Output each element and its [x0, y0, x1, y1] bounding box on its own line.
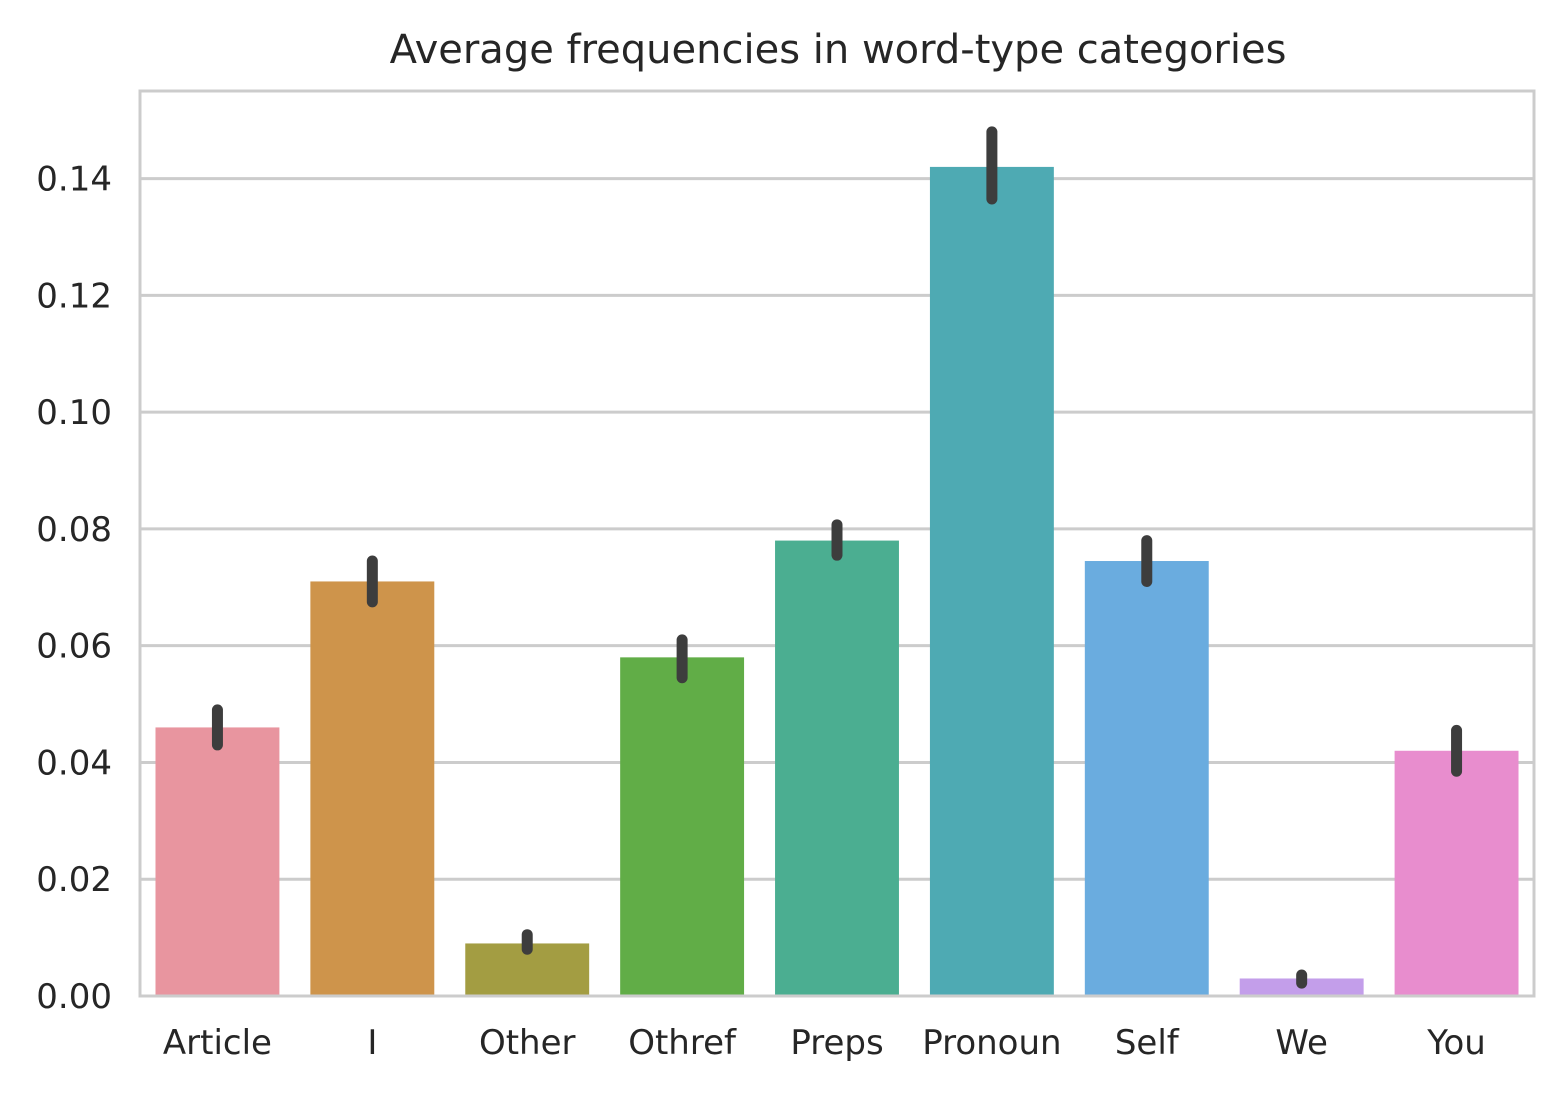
- error-bars: [211, 126, 1463, 989]
- bar-article: [155, 727, 280, 996]
- x-tick-label: Pronoun: [922, 1023, 1061, 1063]
- y-tick-label: 0.10: [36, 393, 112, 433]
- y-tick-label: 0.12: [36, 276, 112, 316]
- y-tick-label: 0.02: [36, 860, 112, 900]
- bar-preps: [775, 540, 899, 996]
- x-tick-label: Preps: [790, 1023, 883, 1063]
- x-tick-label: Other: [479, 1023, 576, 1063]
- bar-you: [1394, 750, 1519, 996]
- bar-pronoun: [929, 166, 1054, 997]
- y-tick-label: 0.14: [36, 160, 112, 200]
- bar-i: [310, 581, 435, 996]
- y-tick-label: 0.06: [36, 627, 112, 667]
- y-tick-label: 0.08: [36, 510, 112, 550]
- chart-title: Average frequencies in word-type categor…: [390, 27, 1287, 73]
- bars: [155, 166, 1519, 997]
- x-tick-label: Article: [163, 1023, 272, 1063]
- x-tick-label: Self: [1115, 1023, 1180, 1063]
- plot-frame: [138, 89, 1536, 998]
- x-tick-label: You: [1426, 1023, 1486, 1063]
- y-tick-label: 0.04: [36, 743, 112, 783]
- bar-othref: [620, 657, 745, 996]
- x-tick-label: Othref: [628, 1023, 737, 1063]
- y-tick-label: 0.00: [36, 977, 112, 1017]
- bar-self: [1084, 561, 1209, 996]
- y-axis-ticks: 0.00 0.02 0.04 0.06 0.08 0.10 0.12 0.14: [36, 160, 112, 1017]
- x-tick-label: We: [1275, 1023, 1328, 1063]
- x-axis-ticks: Article I Other Othref Preps Pronoun Self We You: [163, 1023, 1486, 1063]
- x-tick-label: I: [367, 1023, 377, 1063]
